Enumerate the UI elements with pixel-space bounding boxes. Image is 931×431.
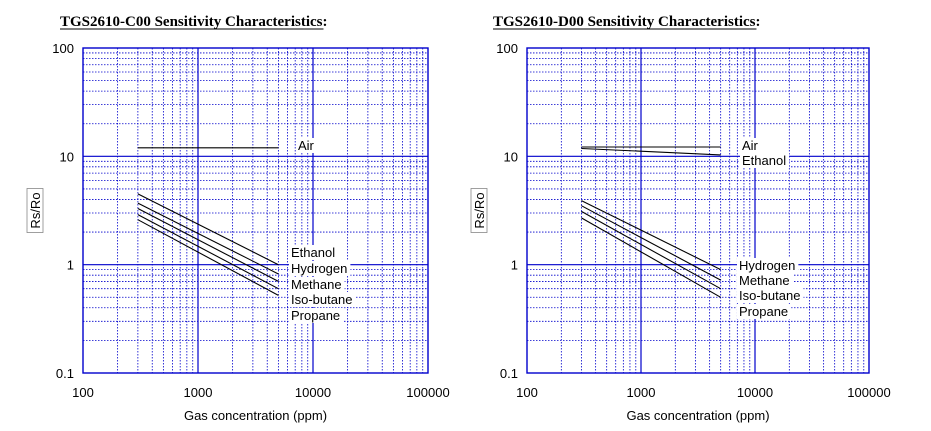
y-axis-label: Rs/Ro <box>28 192 43 228</box>
series-label-bg <box>737 304 792 319</box>
series-label-ethanol: Ethanol <box>742 153 786 168</box>
y-tick-label: 0.1 <box>56 366 74 381</box>
chart-title: TGS2610-D00 Sensitivity Characteristics: <box>493 14 760 30</box>
y-tick-label: 100 <box>496 41 518 56</box>
series-group <box>581 146 721 298</box>
x-tick-label: 100 <box>72 385 94 400</box>
x-tick-label: 10000 <box>737 385 773 400</box>
series-line-propane <box>137 219 279 296</box>
series-label-bg <box>737 288 804 303</box>
series-label-hydrogen: Hydrogen <box>291 261 347 276</box>
series-line-propane <box>581 217 721 298</box>
plot-area <box>83 48 428 373</box>
series-label-propane: Propane <box>739 304 788 319</box>
plot-area <box>527 48 869 373</box>
series-line-iso-butane <box>581 210 721 290</box>
series-label-bg <box>740 138 761 153</box>
series-label-bg <box>289 277 345 292</box>
y-axis-label: Rs/Ro <box>472 192 487 228</box>
series-label-bg <box>289 308 344 323</box>
series-label-propane: Propane <box>291 308 340 323</box>
series-label-air: Air <box>742 138 759 153</box>
series-label-bg <box>289 261 351 276</box>
series-label-methane: Methane <box>291 277 342 292</box>
series-label-bg <box>289 245 339 260</box>
y-axis-label-box <box>470 188 488 233</box>
grid <box>527 48 869 373</box>
chart-title: TGS2610-C00 Sensitivity Characteristics: <box>60 14 327 30</box>
x-axis-label: Gas concentration (ppm) <box>184 408 327 423</box>
series-label-iso-butane: Iso-butane <box>291 292 352 307</box>
series-line-hydrogen <box>137 202 279 275</box>
series-label-methane: Methane <box>739 273 790 288</box>
plot-frame <box>82 47 429 374</box>
chart-panel-2: TGS2610-D00 Sensitivity Characteristics:… <box>470 14 891 423</box>
x-tick-label: 1000 <box>627 385 656 400</box>
y-tick-label: 0.1 <box>500 366 518 381</box>
y-axis-label-box <box>26 188 44 233</box>
series-line-methane <box>137 208 279 282</box>
series-label-air: Air <box>298 138 315 153</box>
series-group <box>137 147 279 296</box>
y-tick-label: 10 <box>60 149 74 164</box>
x-tick-label: 10000 <box>295 385 331 400</box>
series-line-ethanol <box>581 147 721 156</box>
series-label-hydrogen: Hydrogen <box>739 258 795 273</box>
series-label-ethanol: Ethanol <box>291 245 335 260</box>
y-tick-label: 1 <box>511 258 518 273</box>
series-line-ethanol <box>137 193 279 266</box>
chart-panel-1: TGS2610-C00 Sensitivity Characteristics:… <box>26 14 450 423</box>
plot-frame <box>526 47 870 374</box>
x-axis-label: Gas concentration (ppm) <box>626 408 769 423</box>
series-label-bg <box>737 258 799 273</box>
x-tick-label: 100000 <box>406 385 449 400</box>
series-label-bg <box>289 292 356 307</box>
series-label-bg <box>737 273 793 288</box>
series-label-bg <box>740 153 790 168</box>
x-tick-label: 100000 <box>847 385 890 400</box>
y-tick-label: 1 <box>67 258 74 273</box>
x-tick-label: 100 <box>516 385 538 400</box>
series-line-methane <box>581 205 721 281</box>
series-line-iso-butane <box>137 214 279 290</box>
y-tick-label: 100 <box>52 41 74 56</box>
x-tick-label: 1000 <box>184 385 213 400</box>
series-label-bg <box>296 138 317 153</box>
y-tick-label: 10 <box>504 149 518 164</box>
series-label-iso-butane: Iso-butane <box>739 288 800 303</box>
series-line-hydrogen <box>581 200 721 271</box>
